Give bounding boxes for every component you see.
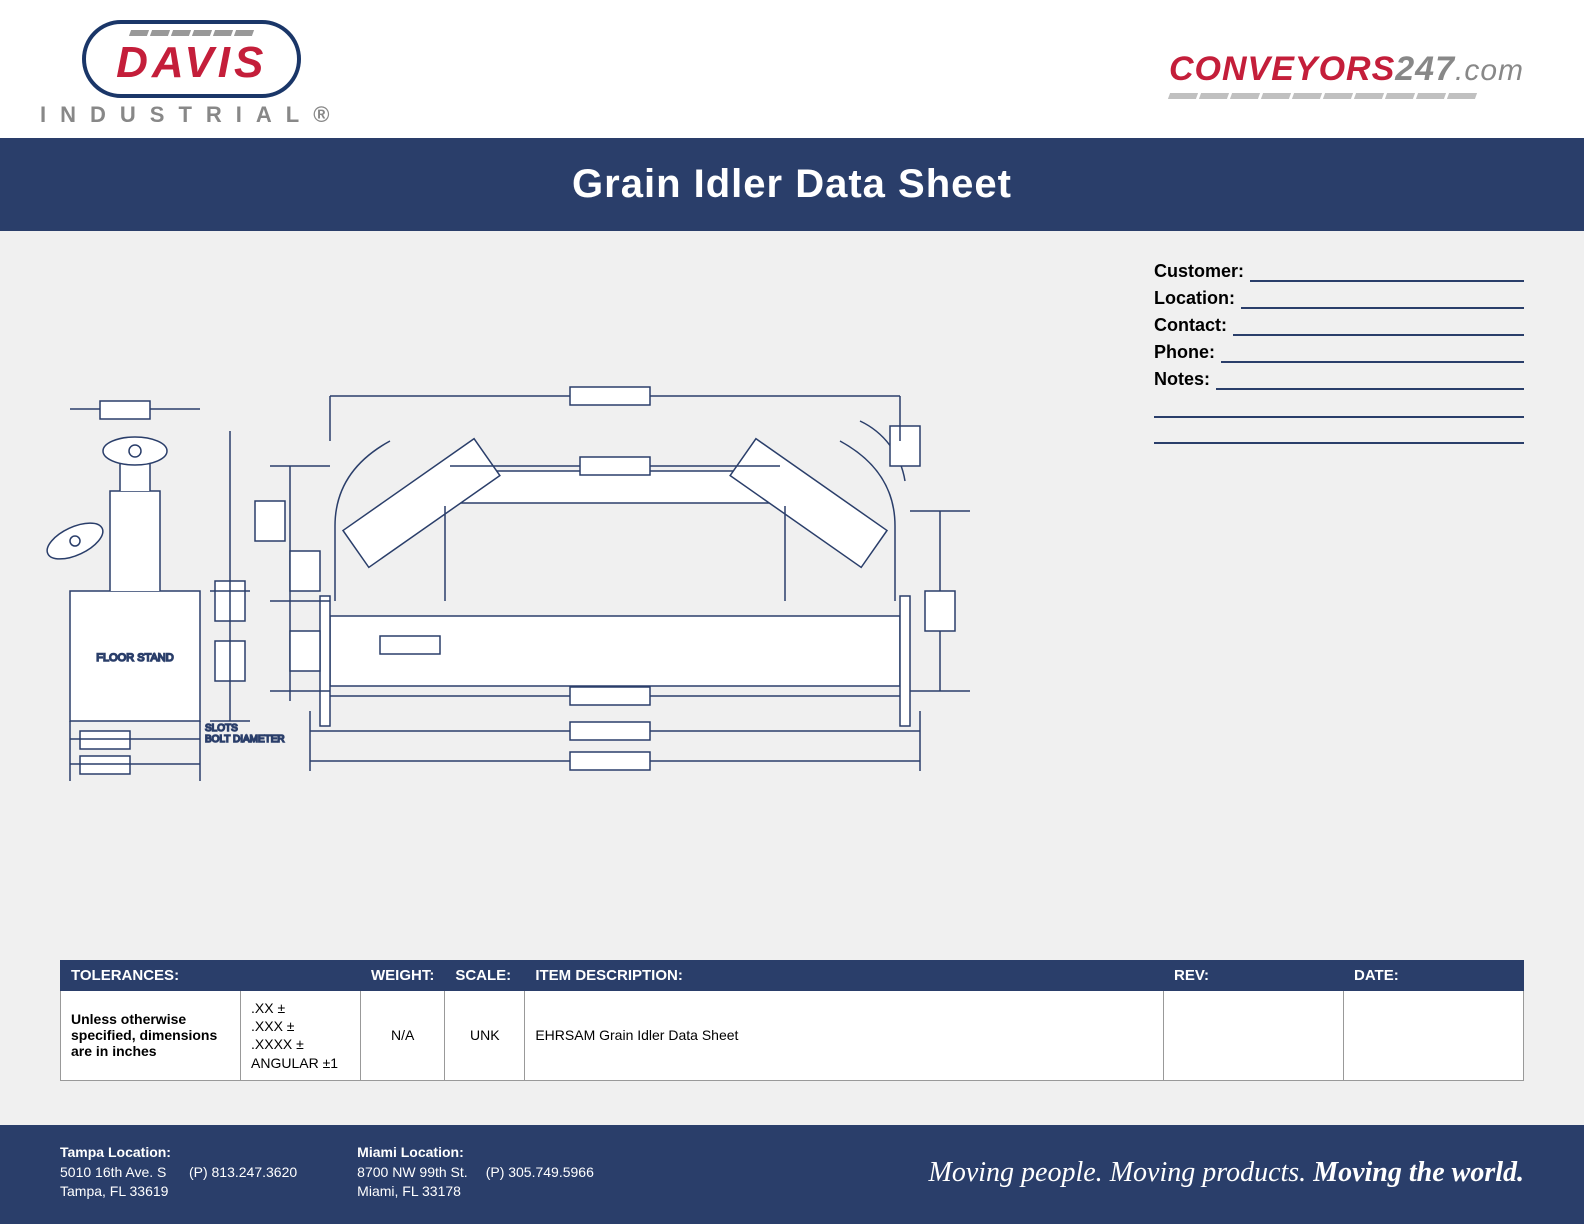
td-scale: UNK	[445, 991, 525, 1081]
tampa-location: Tampa Location: 5010 16th Ave. S Tampa, …	[60, 1143, 297, 1202]
miami-addr2: Miami, FL 33178	[357, 1183, 461, 1199]
th-date: DATE:	[1344, 961, 1524, 991]
miami-location: Miami Location: 8700 NW 99th St. Miami, …	[357, 1143, 594, 1202]
davis-text: DAVIS	[116, 38, 267, 88]
tampa-title: Tampa Location:	[60, 1143, 171, 1163]
industrial-text: INDUSTRIAL®	[40, 102, 343, 128]
customer-form: Customer: Location: Contact: Phone: Note…	[1154, 261, 1524, 448]
label-phone: Phone:	[1154, 342, 1215, 363]
idler-diagram: FLOOR STAND SLOTS BOLT DIAMETER	[40, 371, 1110, 801]
field-customer[interactable]	[1250, 264, 1524, 282]
tagline-3: Moving the world.	[1313, 1157, 1524, 1188]
td-date[interactable]	[1344, 991, 1524, 1081]
davis-logo: DAVIS INDUSTRIAL®	[40, 20, 343, 128]
footer-tagline: Moving people. Moving products. Moving t…	[929, 1157, 1524, 1189]
tampa-addr2: Tampa, FL 33619	[60, 1183, 168, 1199]
th-tolerances: TOLERANCES:	[61, 961, 361, 991]
miami-title: Miami Location:	[357, 1143, 468, 1163]
tampa-addr1: 5010 16th Ave. S	[60, 1164, 166, 1180]
label-notes: Notes:	[1154, 369, 1210, 390]
th-rev: REV:	[1164, 961, 1344, 991]
conveyors-com: .com	[1455, 54, 1524, 87]
field-notes-3[interactable]	[1154, 422, 1524, 444]
label-location: Location:	[1154, 288, 1235, 309]
label-customer: Customer:	[1154, 261, 1244, 282]
page-title: Grain Idler Data Sheet	[0, 138, 1584, 231]
tagline-2: Moving products.	[1110, 1157, 1314, 1188]
miami-phone: (P) 305.749.5966	[486, 1163, 594, 1183]
th-scale: SCALE:	[445, 961, 525, 991]
content-area: Customer: Location: Contact: Phone: Note…	[0, 231, 1584, 951]
field-contact[interactable]	[1233, 318, 1524, 336]
tagline-1: Moving people.	[929, 1157, 1110, 1188]
field-notes-2[interactable]	[1154, 396, 1524, 418]
slots-label: SLOTS BOLT DIAMETER	[205, 723, 285, 745]
footer: Tampa Location: 5010 16th Ave. S Tampa, …	[0, 1125, 1584, 1224]
field-notes[interactable]	[1216, 372, 1524, 390]
field-location[interactable]	[1241, 291, 1524, 309]
conveyors-num: 247	[1395, 50, 1455, 88]
tampa-phone: (P) 813.247.3620	[189, 1163, 297, 1183]
conveyors-red: CONVEYORS	[1169, 50, 1395, 88]
td-tol-note: Unless otherwise specified, dimensions a…	[61, 991, 241, 1081]
field-phone[interactable]	[1221, 345, 1524, 363]
header: DAVIS INDUSTRIAL® CONVEYORS247.com	[0, 0, 1584, 138]
spec-table: TOLERANCES: WEIGHT: SCALE: ITEM DESCRIPT…	[60, 960, 1524, 1081]
td-tol-vals: .XX ± .XXX ± .XXXX ± ANGULAR ±1	[241, 991, 361, 1081]
label-contact: Contact:	[1154, 315, 1227, 336]
th-item-desc: ITEM DESCRIPTION:	[525, 961, 1164, 991]
conveyors-logo: CONVEYORS247.com	[1169, 50, 1524, 99]
td-rev[interactable]	[1164, 991, 1344, 1081]
miami-addr1: 8700 NW 99th St.	[357, 1164, 468, 1180]
th-weight: WEIGHT:	[361, 961, 445, 991]
td-item-desc: EHRSAM Grain Idler Data Sheet	[525, 991, 1164, 1081]
floor-stand-label: FLOOR STAND	[96, 652, 173, 664]
td-weight: N/A	[361, 991, 445, 1081]
